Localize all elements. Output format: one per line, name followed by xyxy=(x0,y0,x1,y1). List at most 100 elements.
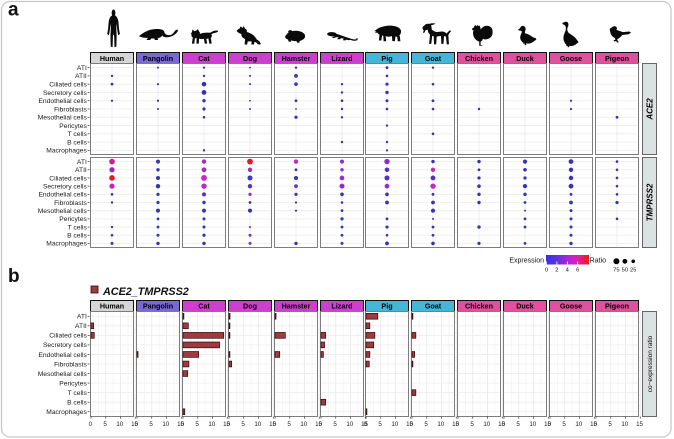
svg-text:5: 5 xyxy=(149,421,153,428)
svg-text:0: 0 xyxy=(273,421,277,428)
svg-text:Pig: Pig xyxy=(381,302,392,311)
svg-text:Goat: Goat xyxy=(425,302,442,311)
svg-text:Hamster: Hamster xyxy=(282,302,311,311)
svg-text:Cat: Cat xyxy=(198,54,210,63)
svg-text:15: 15 xyxy=(544,421,551,428)
svg-text:Fibroblasts: Fibroblasts xyxy=(54,106,87,113)
svg-text:4: 4 xyxy=(566,268,570,274)
svg-text:Ciliated cells: Ciliated cells xyxy=(49,81,87,88)
svg-text:15: 15 xyxy=(177,421,184,428)
svg-text:6: 6 xyxy=(576,268,579,274)
svg-text:10: 10 xyxy=(529,421,536,428)
svg-text:ATI: ATI xyxy=(77,65,87,72)
svg-text:0: 0 xyxy=(364,421,368,428)
svg-text:T cells: T cells xyxy=(68,131,88,138)
svg-text:5: 5 xyxy=(516,421,520,428)
svg-text:Pericytes: Pericytes xyxy=(59,216,87,223)
svg-text:Endothelial cells: Endothelial cells xyxy=(38,192,87,199)
svg-text:Goat: Goat xyxy=(425,54,442,63)
svg-text:15: 15 xyxy=(636,421,643,428)
svg-text:2: 2 xyxy=(555,268,558,274)
svg-text:B cells: B cells xyxy=(67,233,87,240)
svg-text:Hamster: Hamster xyxy=(282,54,311,63)
svg-text:5: 5 xyxy=(608,421,612,428)
svg-text:Human: Human xyxy=(100,54,124,63)
svg-text:T cells: T cells xyxy=(68,224,88,231)
svg-text:Chicken: Chicken xyxy=(465,302,493,311)
svg-text:15: 15 xyxy=(498,421,505,428)
svg-text:75: 75 xyxy=(613,268,619,274)
svg-text:0: 0 xyxy=(181,421,185,428)
svg-text:Pericytes: Pericytes xyxy=(59,380,87,387)
svg-text:5: 5 xyxy=(378,421,382,428)
svg-text:Human: Human xyxy=(100,302,124,311)
svg-text:50: 50 xyxy=(622,268,628,274)
svg-text:10: 10 xyxy=(300,421,307,428)
svg-text:5: 5 xyxy=(470,421,474,428)
svg-text:Endothelial cells: Endothelial cells xyxy=(38,98,87,105)
svg-text:10: 10 xyxy=(254,421,261,428)
svg-text:Secretory cells: Secretory cells xyxy=(43,342,88,349)
svg-text:Mesothelial cells: Mesothelial cells xyxy=(38,115,88,122)
svg-text:0: 0 xyxy=(456,421,460,428)
svg-text:Cat: Cat xyxy=(198,302,210,311)
svg-text:Dog: Dog xyxy=(243,54,257,63)
svg-text:Duck: Duck xyxy=(516,54,534,63)
svg-text:TMPRSS2: TMPRSS2 xyxy=(645,183,654,221)
svg-text:0: 0 xyxy=(135,421,139,428)
svg-text:0: 0 xyxy=(89,421,93,428)
svg-text:Duck: Duck xyxy=(516,302,534,311)
svg-text:Fibroblasts: Fibroblasts xyxy=(54,200,87,207)
svg-text:5: 5 xyxy=(241,421,245,428)
svg-text:15: 15 xyxy=(269,421,276,428)
svg-text:25: 25 xyxy=(630,268,636,274)
svg-text:Pericytes: Pericytes xyxy=(59,123,87,130)
svg-text:0: 0 xyxy=(548,421,552,428)
svg-text:15: 15 xyxy=(223,421,230,428)
svg-text:Dog: Dog xyxy=(243,302,257,311)
svg-text:5: 5 xyxy=(195,421,199,428)
svg-text:Chicken: Chicken xyxy=(465,54,493,63)
svg-text:ATII: ATII xyxy=(75,323,87,330)
svg-text:Ratio: Ratio xyxy=(590,258,606,265)
svg-text:ATII: ATII xyxy=(75,73,87,80)
svg-text:Goose: Goose xyxy=(560,302,582,311)
svg-text:B cells: B cells xyxy=(67,139,87,146)
svg-text:ACE2_TMPRSS2: ACE2_TMPRSS2 xyxy=(102,286,189,298)
svg-text:5: 5 xyxy=(424,421,428,428)
svg-text:15: 15 xyxy=(361,421,368,428)
svg-text:co−expression ratio: co−expression ratio xyxy=(647,335,654,392)
svg-text:5: 5 xyxy=(287,421,291,428)
svg-text:0: 0 xyxy=(410,421,414,428)
svg-text:Fibroblasts: Fibroblasts xyxy=(54,361,87,368)
svg-text:ACE2: ACE2 xyxy=(645,98,654,121)
svg-text:Secretory cells: Secretory cells xyxy=(43,90,88,97)
svg-text:10: 10 xyxy=(437,421,444,428)
svg-text:T cells: T cells xyxy=(68,390,88,397)
svg-text:0: 0 xyxy=(319,421,323,428)
svg-text:5: 5 xyxy=(562,421,566,428)
svg-text:15: 15 xyxy=(406,421,413,428)
svg-text:Macrophages: Macrophages xyxy=(46,409,87,416)
svg-text:10: 10 xyxy=(391,421,398,428)
svg-text:ATI: ATI xyxy=(77,314,87,321)
svg-text:15: 15 xyxy=(315,421,322,428)
svg-text:0: 0 xyxy=(502,421,506,428)
svg-text:B cells: B cells xyxy=(67,399,87,406)
svg-text:Ciliated cells: Ciliated cells xyxy=(49,333,87,340)
svg-text:5: 5 xyxy=(333,421,337,428)
svg-text:Macrophages: Macrophages xyxy=(46,148,87,155)
svg-text:b: b xyxy=(8,266,20,287)
svg-text:Mesothelial cells: Mesothelial cells xyxy=(38,371,88,378)
svg-text:Pigeon: Pigeon xyxy=(605,302,629,311)
svg-text:0: 0 xyxy=(545,268,548,274)
svg-text:Macrophages: Macrophages xyxy=(46,241,87,248)
svg-text:Ciliated cells: Ciliated cells xyxy=(49,175,87,182)
svg-text:Mesothelial cells: Mesothelial cells xyxy=(38,208,88,215)
svg-text:Expression: Expression xyxy=(509,258,544,265)
svg-text:10: 10 xyxy=(483,421,490,428)
svg-text:10: 10 xyxy=(346,421,353,428)
svg-text:Lizard: Lizard xyxy=(331,302,352,311)
svg-text:10: 10 xyxy=(162,421,169,428)
svg-text:15: 15 xyxy=(452,421,459,428)
